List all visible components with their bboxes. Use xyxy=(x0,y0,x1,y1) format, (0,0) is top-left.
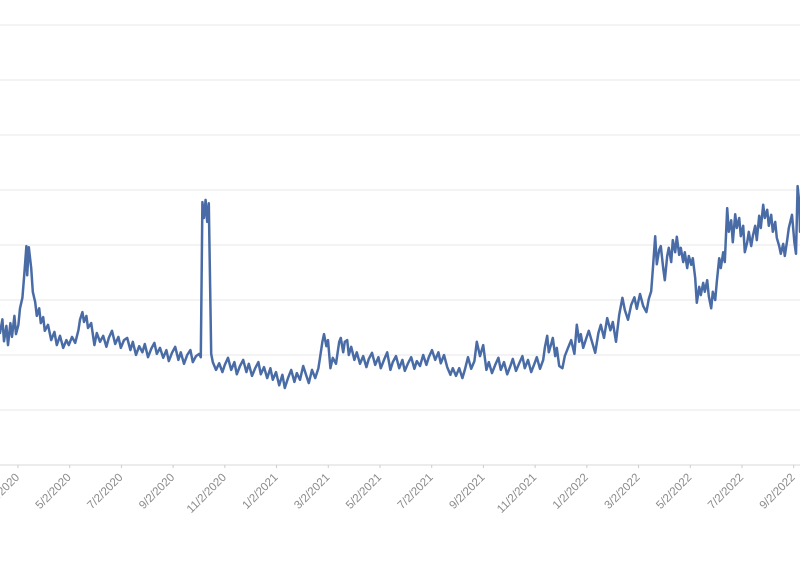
x-axis-tick-label: 3/2/2021 xyxy=(292,472,332,512)
x-axis-tick-label: 9/2/2022 xyxy=(758,472,798,512)
x-axis-tick-label: 7/2/2022 xyxy=(706,472,746,512)
x-axis-tick-label: 9/2/2021 xyxy=(447,472,487,512)
x-axis-tick-label: 11/2/2021 xyxy=(495,472,539,516)
x-axis-tick-label: 7/2/2021 xyxy=(396,472,436,512)
x-axis-tick-label: 5/2/2022 xyxy=(654,472,694,512)
x-axis-tick-label: 1/2/2022 xyxy=(551,472,591,512)
x-axis-tick-label: 3/2/2020 xyxy=(0,472,22,512)
data-series-line xyxy=(0,184,800,390)
x-axis-tick-label: 7/2/2020 xyxy=(85,472,125,512)
x-axis-tick-label: 3/2/2022 xyxy=(603,472,643,512)
x-axis-tick-label: 9/2/2020 xyxy=(137,472,177,512)
x-axis-tick-label: 5/2/2021 xyxy=(344,472,384,512)
x-axis-tick-label: 1/2/2021 xyxy=(241,472,281,512)
x-axis-tick-label: 11/2/2020 xyxy=(185,472,229,516)
x-axis-tick-label: 5/2/2020 xyxy=(34,472,74,512)
